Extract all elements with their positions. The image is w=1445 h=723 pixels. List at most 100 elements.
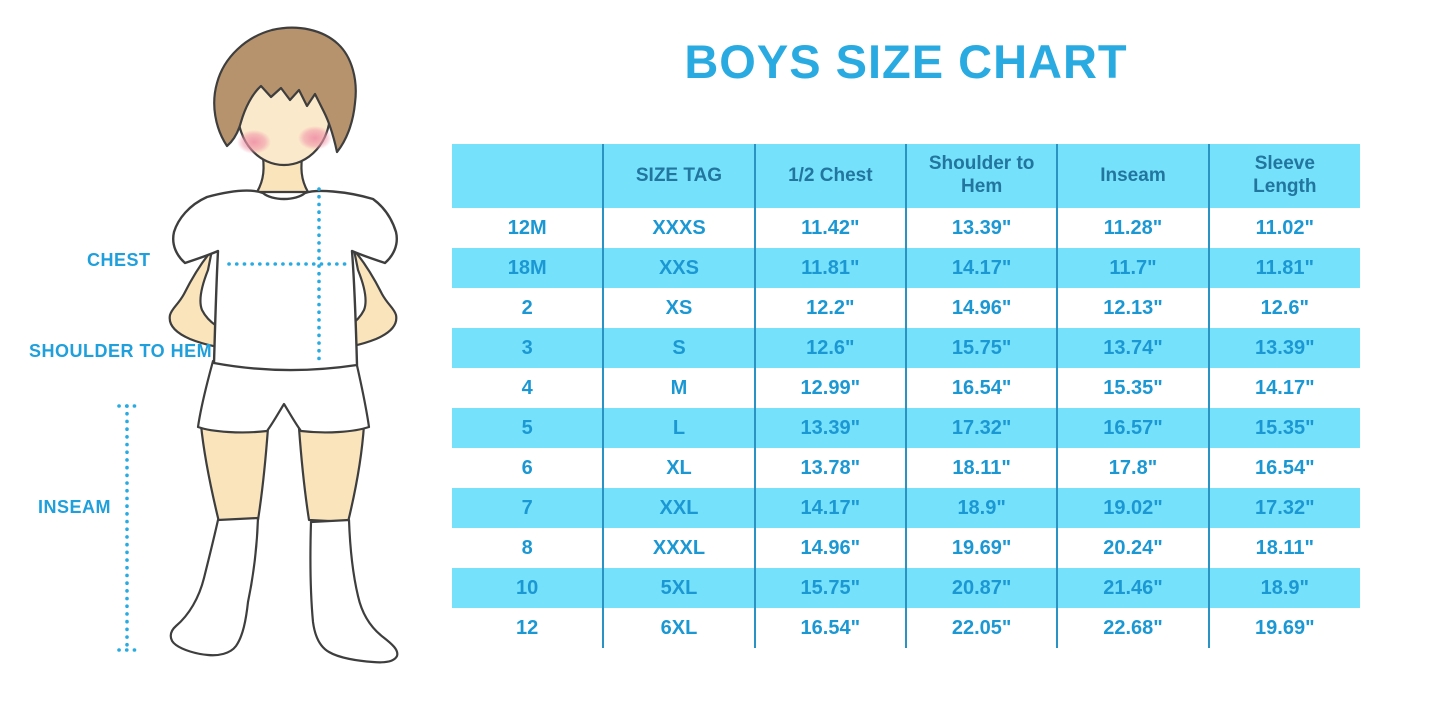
- measurement-cell: 13.74": [1056, 328, 1209, 368]
- inseam-label: INSEAM: [38, 497, 112, 517]
- right-cheek-blush: [298, 126, 332, 150]
- measurement-cell: 16.54": [1207, 448, 1360, 488]
- shoulder-to-hem-label: SHOULDER TO HEM: [29, 341, 213, 361]
- size-label-cell: 18M: [452, 248, 604, 288]
- measurement-cell: 20.87": [904, 568, 1058, 608]
- shorts: [196, 359, 371, 434]
- measurement-cell: 14.17": [904, 248, 1058, 288]
- table-row: 10 5XL 15.75" 20.87" 21.46" 18.9": [452, 568, 1360, 608]
- measurement-cell: 11.7": [1056, 248, 1209, 288]
- measurement-cell: 18.9": [904, 488, 1058, 528]
- left-leg: [199, 423, 270, 524]
- size-label-cell: 6: [521, 456, 533, 479]
- page-title: BOYS SIZE CHART: [684, 35, 1128, 88]
- table-row: 18M XXS 11.81" 14.17" 11.7" 11.81": [452, 248, 1360, 288]
- column-header: Inseam: [1056, 144, 1209, 208]
- measurement-cell: 14.96": [904, 288, 1058, 328]
- measurement-cell: 13.39": [753, 408, 906, 448]
- measurement-cell: 5XL: [602, 568, 755, 608]
- measurement-cell: 22.05": [904, 608, 1058, 648]
- table-row: 7 XXL 14.17" 18.9" 19.02" 17.32": [452, 488, 1360, 528]
- header-row: SIZE TAG 1/2 Chest Shoulder to Hem Inseam Sl…: [452, 144, 1360, 208]
- column-header: Sleeve Length: [1207, 144, 1360, 208]
- hair: [213, 26, 357, 154]
- measurement-cell: 14.17": [753, 488, 906, 528]
- measurement-cell: XXXS: [602, 208, 755, 248]
- table-row: 3 S 12.6" 15.75" 13.74" 13.39": [452, 328, 1360, 368]
- measurement-cell: 15.35": [1207, 408, 1360, 448]
- measurement-cell: M: [602, 368, 755, 408]
- size-table-body: 12M XXXS 11.42" 13.39" 11.28" 11.02" 18M XXS 11.…: [452, 208, 1360, 648]
- measurement-cell: 18.11": [904, 448, 1058, 488]
- size-table: SIZE TAG 1/2 Chest Shoulder to Hem Inseam Sl…: [452, 144, 1360, 648]
- measurement-cell: 6XL: [602, 608, 755, 648]
- table-row: 12 6XL 16.54" 22.05" 22.68" 19.69": [452, 608, 1360, 648]
- left-sock: [169, 516, 260, 657]
- measurement-cell: 17.8": [1056, 448, 1209, 488]
- column-header: SIZE TAG: [602, 144, 755, 208]
- measurement-cell: 16.57": [1056, 408, 1209, 448]
- measurement-cell: 14.96": [753, 528, 906, 568]
- measurement-cell: XXS: [602, 248, 755, 288]
- measurement-cell: 13.78": [753, 448, 906, 488]
- measurement-cell: 12.99": [753, 368, 906, 408]
- measurement-cell: 15.75": [904, 328, 1058, 368]
- size-label-cell: 5: [452, 408, 604, 448]
- measurement-cell: XXXL: [602, 528, 755, 568]
- size-label-cell: 3: [452, 328, 604, 368]
- measurement-cell: 22.68": [1056, 608, 1209, 648]
- size-label-cell: 7: [452, 488, 604, 528]
- column-header: 1/2 Chest: [753, 144, 906, 208]
- measurement-cell: 12.6": [753, 328, 906, 368]
- size-label-cell: 12: [516, 616, 539, 639]
- measurement-cell: 17.32": [1207, 488, 1360, 528]
- left-arm: [168, 248, 242, 351]
- measurement-cell: 17.32": [904, 408, 1058, 448]
- measurement-cell: XL: [602, 448, 755, 488]
- size-label-cell: 4: [521, 376, 533, 399]
- boy-illustration: [117, 26, 399, 664]
- measurement-guides: [117, 187, 349, 652]
- measurement-cell: 12.6": [1207, 288, 1360, 328]
- measurement-cell: XXL: [602, 488, 755, 528]
- measurement-cell: XS: [602, 288, 755, 328]
- measurement-cell: 11.42": [753, 208, 906, 248]
- measurement-cell: 18.11": [1207, 528, 1360, 568]
- measurement-cell: 11.28": [1056, 208, 1209, 248]
- column-header: Shoulder to Hem: [904, 144, 1058, 208]
- t-shirt: [172, 189, 398, 372]
- measurement-cell: 16.54": [904, 368, 1058, 408]
- table-row: 2 XS 12.2" 14.96" 12.13" 12.6": [452, 288, 1360, 328]
- measurement-cell: 19.69": [1207, 608, 1360, 648]
- measurement-cell: 19.69": [904, 528, 1058, 568]
- measurement-cell: 15.75": [753, 568, 906, 608]
- measurement-cell: 12.2": [753, 288, 906, 328]
- measurement-cell: 12.13": [1056, 288, 1209, 328]
- measurement-cell: 19.02": [1056, 488, 1209, 528]
- size-label-cell: 8: [521, 536, 533, 559]
- size-label-cell: 12M: [507, 216, 547, 239]
- measurement-cell: 11.81": [1207, 248, 1360, 288]
- table-row: 6 XL 13.78" 18.11" 17.8" 16.54": [452, 448, 1360, 488]
- table-row: 12M XXXS 11.42" 13.39" 11.28" 11.02": [452, 208, 1360, 248]
- table-row: 5 L 13.39" 17.32" 16.57" 15.35": [452, 408, 1360, 448]
- size-table-header: SIZE TAG 1/2 Chest Shoulder to Hem Inseam Sl…: [452, 144, 1360, 208]
- measurement-cell: 14.17": [1207, 368, 1360, 408]
- measurement-cell: 20.24": [1056, 528, 1209, 568]
- table-row: 4 M 12.99" 16.54" 15.35" 14.17": [452, 368, 1360, 408]
- measurement-cell: 21.46": [1056, 568, 1209, 608]
- measurement-cell: 15.35": [1056, 368, 1209, 408]
- right-arm: [324, 248, 398, 351]
- size-column-header-empty: [452, 144, 604, 208]
- measurement-cell: 13.39": [904, 208, 1058, 248]
- measurement-cell: 18.9": [1207, 568, 1360, 608]
- measurement-cell: 13.39": [1207, 328, 1360, 368]
- measurement-cell: S: [602, 328, 755, 368]
- right-sock: [309, 518, 399, 664]
- right-leg: [297, 423, 366, 524]
- measurement-cell: 16.54": [753, 608, 906, 648]
- table-row: 8 XXXL 14.96" 19.69" 20.24" 18.11": [452, 528, 1360, 568]
- chest-label: CHEST: [87, 250, 151, 270]
- measurement-cell: L: [602, 408, 755, 448]
